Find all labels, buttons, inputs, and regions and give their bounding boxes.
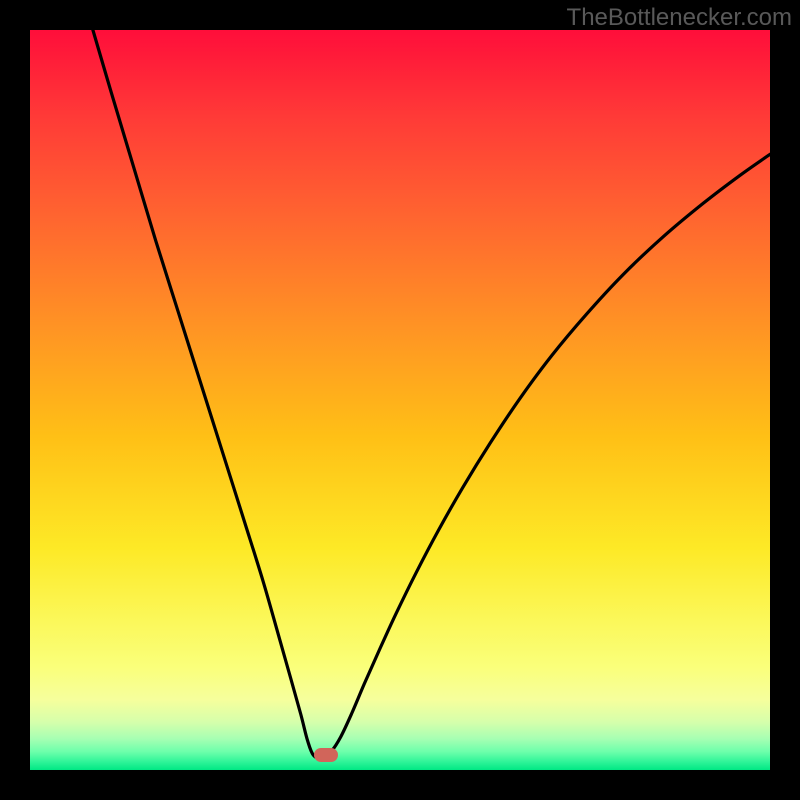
watermark-text: TheBottlenecker.com <box>567 4 792 32</box>
curve-svg <box>30 30 770 770</box>
bottleneck-curve <box>93 30 770 758</box>
chart-stage: TheBottlenecker.com <box>0 0 800 800</box>
optimum-marker <box>314 748 338 762</box>
chart-frame <box>30 30 770 770</box>
plot-area <box>30 30 770 770</box>
